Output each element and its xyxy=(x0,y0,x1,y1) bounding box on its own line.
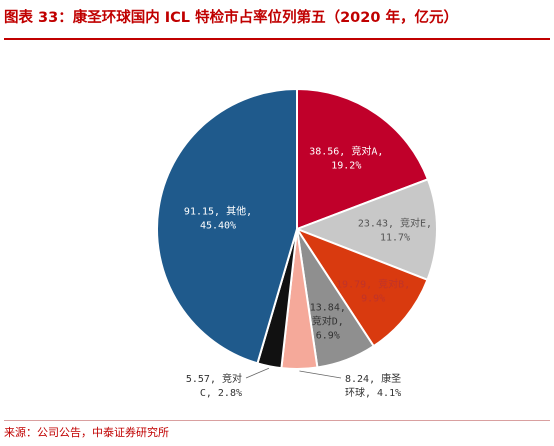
pie-chart: 38.56, 竞对A, 19.2% 23.43, 竞对E, 11.7% 19.79, 竞… xyxy=(156,87,438,399)
pie-slice-1 xyxy=(294,178,438,282)
slice-label-1-line-0: 23.43, 竞对E, xyxy=(358,216,432,229)
slice-label-3-line-1: 竞对D, xyxy=(312,315,344,328)
slice-label-4-line-0: 8.24, 康圣 xyxy=(345,372,401,385)
pie-slices xyxy=(156,87,438,370)
slice-label-5-line-0: 5.57, 竞对 xyxy=(186,372,242,385)
slice-label-4-line-1: 环球, 4.1% xyxy=(345,386,401,399)
pie-slice-0 xyxy=(296,87,430,231)
slice-label-3-line-0: 13.84, xyxy=(310,303,346,314)
source-note: 来源：公司公告，中泰证券研究所 xyxy=(4,426,169,439)
title-divider xyxy=(4,38,550,40)
slice-labels: 38.56, 竞对A, 19.2% 23.43, 竞对E, 11.7% 19.79, 竞… xyxy=(184,145,432,399)
leader-line-4 xyxy=(299,370,342,379)
slice-label-6-line-1: 45.40% xyxy=(200,221,236,232)
slice-label-6-line-0: 91.15, 其他, xyxy=(184,205,252,218)
slice-label-2-line-1: 9.9% xyxy=(361,294,385,305)
slice-label-1-line-1: 11.7% xyxy=(380,232,410,243)
pie-slice-6 xyxy=(156,87,298,365)
pie-slice-2 xyxy=(294,226,429,348)
slice-label-0-line-0: 38.56, 竞对A, xyxy=(309,145,383,158)
slice-label-3-line-2: 6.9% xyxy=(316,331,340,342)
leader-lines xyxy=(245,367,342,379)
leader-line-5 xyxy=(245,367,270,379)
slice-label-2-line-0: 19.79, 竞对B, xyxy=(336,278,410,291)
chart-title: 图表 33：康圣环球国内 ICL 特检市占率位列第五（2020 年，亿元） xyxy=(4,10,459,26)
slice-label-0-line-1: 19.2% xyxy=(331,161,361,172)
footer-divider xyxy=(4,420,550,421)
slice-label-5-line-1: C, 2.8% xyxy=(200,388,242,399)
